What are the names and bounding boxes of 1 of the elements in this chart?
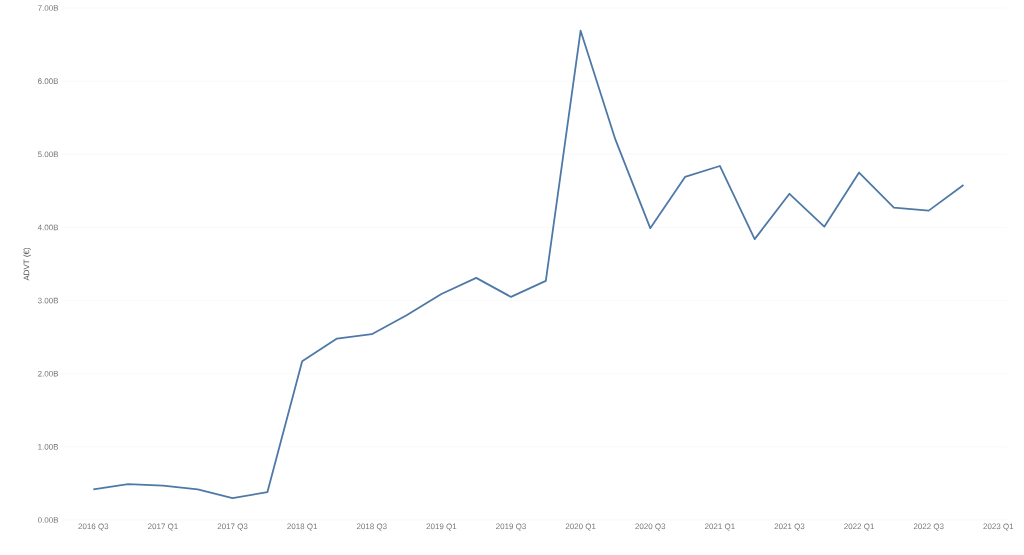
line-series	[92, 29, 965, 499]
